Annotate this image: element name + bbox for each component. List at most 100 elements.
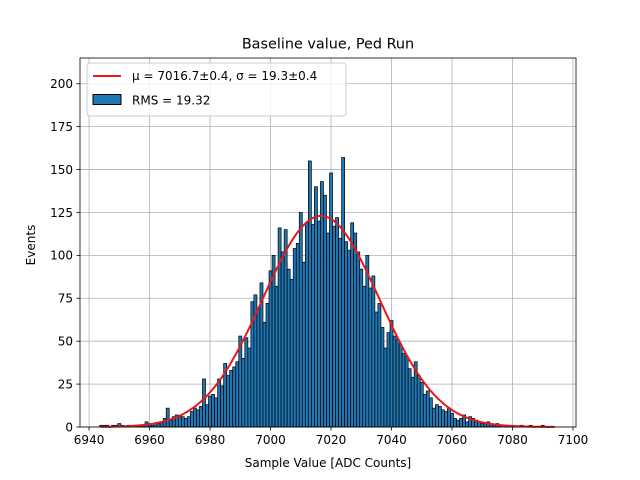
histogram-bar (374, 311, 379, 428)
histogram-bar (365, 255, 370, 428)
histogram-bar (344, 241, 349, 428)
histogram-bar (422, 394, 427, 428)
histogram-bar (226, 375, 231, 428)
y-axis-ticks: 0 25 50 75 100 125 150 175 200 (50, 77, 80, 434)
x-tick-label: 6940 (74, 433, 105, 447)
histogram-bar (196, 409, 200, 428)
x-tick-label: 7000 (255, 433, 286, 447)
histogram-bar (371, 275, 376, 428)
histogram-bar (277, 227, 282, 428)
histogram-bar (304, 222, 309, 428)
histogram-bar (229, 370, 234, 428)
histogram-bar (211, 394, 215, 428)
histogram-bar (311, 224, 315, 428)
histogram-bar (301, 261, 306, 428)
histogram-bar (377, 303, 382, 428)
histogram-bar (404, 356, 409, 428)
x-axis-ticks: 6940 6960 6980 7000 7020 7040 7060 7080 7100 (74, 427, 588, 447)
x-tick-label: 7020 (316, 433, 347, 447)
histogram-bar (347, 249, 352, 428)
histogram-bar (428, 397, 433, 428)
histogram-bar (202, 378, 206, 428)
histogram-bar (447, 407, 451, 428)
histogram-bars (99, 157, 545, 428)
histogram-bar (214, 397, 218, 428)
legend-box (86, 62, 347, 117)
y-tick-label: 175 (50, 120, 73, 134)
histogram-bar (438, 406, 442, 428)
histogram-bar (274, 285, 279, 428)
y-tick-label: 25 (58, 377, 73, 391)
histogram-bar (232, 366, 237, 428)
histogram-bar (341, 157, 345, 428)
chart-title: Baseline value, Ped Run (242, 37, 414, 53)
x-tick-label: 7100 (558, 433, 589, 447)
histogram-bar (292, 248, 297, 428)
histogram-bar (410, 376, 415, 428)
histogram-bar (453, 418, 457, 428)
histogram-bar (444, 411, 448, 428)
histogram-bar (162, 418, 167, 428)
histogram-bar (419, 382, 424, 428)
histogram-bar (441, 409, 445, 428)
x-tick-label: 6980 (195, 433, 226, 447)
histogram-bar (359, 268, 364, 428)
histogram-bar (386, 332, 391, 428)
legend-fit-label: μ = 7016.7±0.4, σ = 19.3±0.4 (132, 69, 317, 83)
histogram-bar (335, 217, 339, 428)
histogram-bar (435, 404, 439, 428)
x-tick-label: 7060 (437, 433, 468, 447)
histogram-bar (329, 172, 333, 428)
histogram-bar (217, 378, 221, 428)
legend-bar-label: RMS = 19.32 (132, 94, 210, 108)
histogram-bar (235, 361, 240, 428)
histogram-bar (326, 232, 330, 428)
histogram-bar (177, 416, 182, 428)
histogram-bar (247, 347, 252, 428)
histogram-bar (220, 385, 225, 428)
histogram-bar (187, 416, 191, 428)
histogram-bar (401, 352, 406, 428)
histogram-bar (320, 181, 324, 428)
gaussian-fit-line (101, 214, 555, 428)
histogram-bar (283, 229, 288, 428)
histogram-bar (205, 404, 209, 428)
legend: μ = 7016.7±0.4, σ = 19.3±0.4 RMS = 19.32 (86, 62, 347, 117)
y-axis-label: Events (24, 225, 38, 266)
histogram-bar (338, 237, 342, 428)
histogram-bar (180, 416, 185, 428)
plot-frame (79, 57, 577, 428)
histogram-bar (425, 390, 430, 428)
x-tick-label: 7080 (497, 433, 528, 447)
x-tick-label: 6960 (134, 433, 165, 447)
histogram-bar (156, 423, 161, 428)
histogram-bar (193, 407, 197, 428)
histogram-bar (368, 287, 373, 428)
histogram-bar (356, 251, 361, 428)
histogram-bar (289, 279, 294, 428)
histogram-bar (350, 222, 355, 428)
histogram-bar (286, 268, 291, 428)
histogram-bar (317, 220, 321, 428)
histogram-bar (380, 327, 385, 428)
histogram-bar (465, 421, 469, 428)
y-tick-label: 0 (65, 420, 73, 434)
histogram-bar (268, 270, 273, 428)
histogram-bar (271, 255, 276, 428)
legend-bar-swatch (92, 94, 122, 105)
y-tick-label: 200 (50, 77, 73, 91)
histogram-bar (168, 419, 173, 428)
y-tick-label: 50 (58, 334, 73, 348)
histogram-bar (416, 375, 421, 428)
histogram-bar (450, 412, 454, 428)
histogram-bar (256, 308, 261, 428)
histogram-bar (190, 411, 194, 428)
histogram-bar (199, 406, 203, 428)
histogram-bar (244, 337, 249, 428)
histogram-bar (262, 321, 267, 428)
histogram-bar (323, 194, 327, 428)
histogram-bar (307, 160, 312, 428)
histogram-bar (383, 347, 388, 428)
histogram-bar (353, 232, 358, 428)
